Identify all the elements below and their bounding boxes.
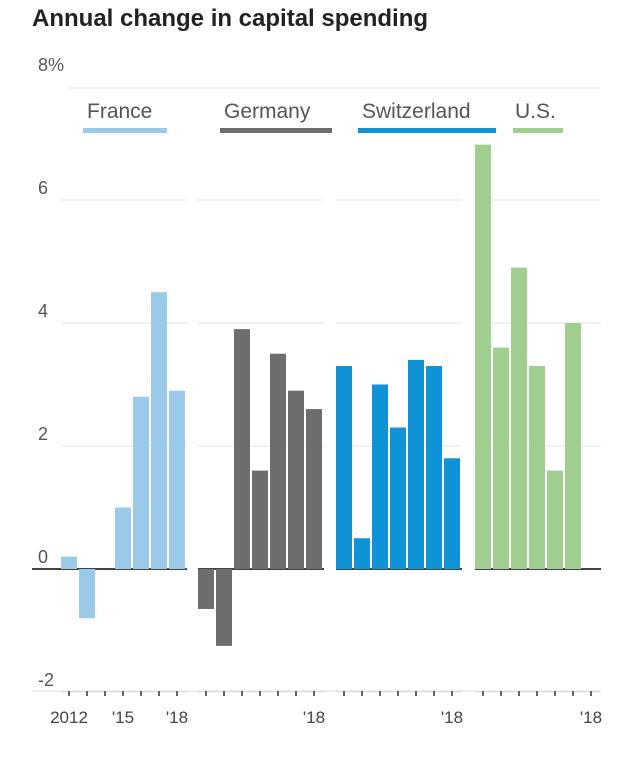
y-tick-label: 0	[38, 547, 48, 567]
y-tick-label: 2	[38, 424, 48, 444]
bar-2012	[198, 569, 214, 609]
bar-2013	[216, 569, 232, 646]
bar-2015	[529, 366, 545, 569]
bar-2013	[79, 569, 95, 619]
bar-2016	[408, 359, 424, 569]
x-tick-label: '18	[580, 708, 602, 727]
bar-2014	[511, 267, 527, 569]
bar-2013	[354, 538, 370, 569]
x-tick-label: '15	[112, 708, 134, 727]
y-axis: 8% 6 4 2 0 -2	[32, 55, 600, 692]
bar-2012	[475, 144, 491, 569]
panel-u-s: U.S. '18	[475, 100, 602, 727]
legend-swatch	[358, 128, 496, 133]
bar-2016	[270, 353, 286, 569]
bar-2018	[306, 409, 322, 569]
panel-switzerland: Switzerland '18	[336, 100, 496, 727]
legend-label: Germany	[224, 100, 311, 123]
bar-2013	[493, 347, 509, 569]
bar-2012	[336, 366, 352, 569]
legend-label: Switzerland	[362, 100, 471, 123]
chart-panels: France 2012 '15 '18 Germany '18 Switzerland '18…	[32, 100, 602, 727]
x-tick-label: '18	[303, 708, 325, 727]
x-tick-label: '18	[441, 708, 463, 727]
x-tick-label: '18	[166, 708, 188, 727]
y-tick-label: 8%	[38, 55, 64, 75]
legend-label: U.S.	[515, 100, 556, 123]
bar-2018	[169, 390, 185, 569]
legend-swatch	[513, 128, 563, 133]
panel-germany: Germany '18	[198, 100, 332, 727]
legend-label: France	[87, 100, 152, 123]
bar-2014	[234, 329, 250, 569]
chart-title: Annual change in capital spending	[32, 5, 428, 32]
bar-2015	[115, 507, 131, 569]
bar-2017	[426, 366, 442, 569]
bar-2015	[252, 470, 268, 569]
bar-2018	[444, 458, 460, 569]
legend-swatch	[220, 128, 332, 133]
y-tick-label: 6	[38, 178, 48, 198]
bar-2012	[61, 556, 77, 569]
legend-swatch	[83, 128, 167, 133]
y-tick-label: -2	[38, 670, 54, 690]
bar-2016	[547, 470, 563, 569]
bar-2017	[288, 390, 304, 569]
bar-2016	[133, 396, 149, 569]
bar-2017	[565, 323, 581, 569]
bar-2015	[390, 427, 406, 569]
panel-france: France 2012 '15 '18	[32, 100, 188, 727]
y-tick-label: 4	[38, 301, 48, 321]
x-tick-label: 2012	[50, 708, 88, 727]
bar-2017	[151, 292, 167, 569]
bar-2014	[372, 384, 388, 569]
